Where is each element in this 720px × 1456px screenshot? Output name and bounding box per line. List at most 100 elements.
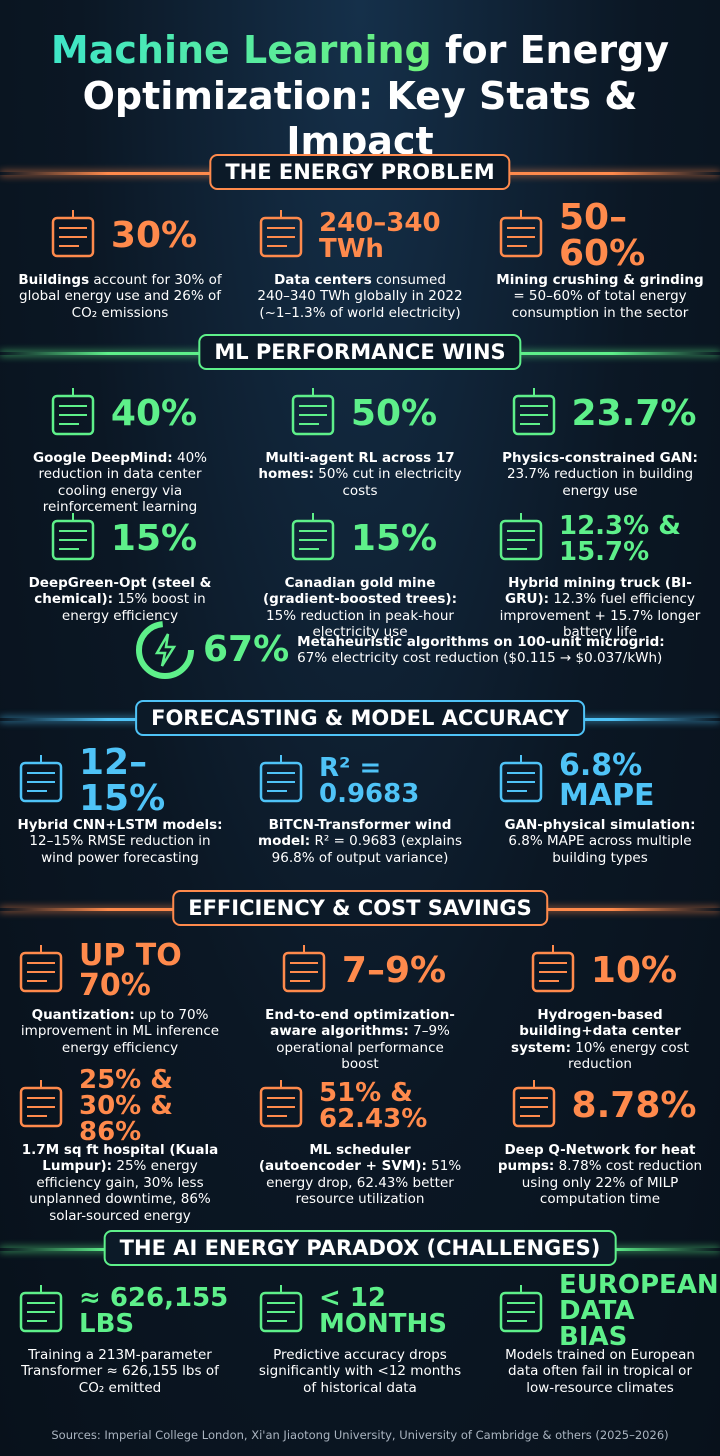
card-top: 6.8% MAPE xyxy=(480,745,720,817)
stat: ≈ 626,155 LBS xyxy=(79,1283,229,1339)
stat-card: 40% Google DeepMind: 40% reduction in dat… xyxy=(0,378,240,516)
stat-card: 15% Canadian gold mine (gradient-boosted … xyxy=(240,503,480,641)
card-top: 30% xyxy=(0,200,240,272)
stat: 7–9% xyxy=(341,950,447,991)
stat-card: 12–15% Hybrid CNN+LSTM models: 12–15% RMS… xyxy=(0,745,240,866)
card-top: 15% xyxy=(0,503,240,575)
icon xyxy=(259,1285,303,1333)
stat: 50% xyxy=(350,393,438,434)
card-top: 50–60% xyxy=(480,200,720,272)
description-bold: Hybrid mining truck (BI-GRU): xyxy=(505,575,692,608)
icon xyxy=(282,945,326,993)
card-top: ≈ 626,155 LBS xyxy=(0,1275,240,1347)
description-bold: Mining crushing & grinding xyxy=(496,272,704,288)
stat-card: EUROPEAN DATA BIAS Models trained on Eur… xyxy=(480,1270,720,1396)
description-text: account for 30% of global energy use and… xyxy=(19,272,222,321)
icon xyxy=(136,621,194,679)
description-text: 25% energy efficiency gain, 30% less unp… xyxy=(29,1158,211,1224)
description-text: 51% energy drop, 62.43% better resource … xyxy=(266,1158,462,1208)
stat-card: 6.8% MAPE GAN-physical simulation: 6.8% M… xyxy=(480,745,720,866)
icon xyxy=(259,210,303,258)
stat: 8.78% xyxy=(571,1085,697,1126)
stat-card: R² = 0.9683 BiTCN-Transformer wind model:… xyxy=(240,745,480,866)
icon xyxy=(259,755,303,803)
description: Deep Q-Network for heat pumps: 8.78% cos… xyxy=(480,1142,720,1208)
description-text: up to 70% improvement in ML inference en… xyxy=(20,1007,220,1056)
description: 1.7M sq ft hospital (Kuala Lumpur): 25% … xyxy=(0,1142,240,1224)
description: Hybrid mining truck (BI-GRU): 12.3% fuel… xyxy=(480,575,720,641)
stat-card: 51% & 62.43% ML scheduler (autoencoder + … xyxy=(240,1070,480,1208)
description: ML scheduler (autoencoder + SVM): 51% en… xyxy=(240,1142,480,1208)
description-bold: Physics-constrained GAN: xyxy=(502,450,698,466)
description: Google DeepMind: 40% reduction in data c… xyxy=(0,450,240,516)
description-bold: 1.7M sq ft hospital (Kuala Lumpur): xyxy=(21,1142,219,1175)
stat: 15% xyxy=(350,518,438,559)
description-bold: BiTCN-Transformer wind model: xyxy=(258,817,452,850)
card-top: 12.3% & 15.7% xyxy=(480,503,720,575)
icon xyxy=(499,513,543,561)
description-text: R² = 0.9683 (explains 96.8% of output va… xyxy=(271,833,462,866)
description: Buildings account for 30% of global ener… xyxy=(0,272,240,321)
description: DeepGreen-Opt (steel & chemical): 15% bo… xyxy=(0,575,240,624)
description: Quantization: up to 70% improvement in M… xyxy=(0,1007,240,1056)
card-top: 23.7% xyxy=(480,378,720,450)
icon xyxy=(19,755,63,803)
stat: 15% xyxy=(110,518,198,559)
card-top: UP TO 70% xyxy=(0,935,240,1007)
stat-card: 240–340 TWh Data centers consumed 240–340… xyxy=(240,200,480,321)
icon xyxy=(51,513,95,561)
description: Data centers consumed 240–340 TWh global… xyxy=(240,272,480,321)
card-top: 15% xyxy=(240,503,480,575)
description-bold: Google DeepMind: xyxy=(32,450,173,466)
description-bold: Metaheuristic algorithms on 100-unit mic… xyxy=(297,633,665,650)
sources: Sources: Imperial College London, Xi'an … xyxy=(51,1428,669,1442)
icon xyxy=(259,1080,303,1128)
stat: UP TO 70% xyxy=(79,938,182,1003)
description-text: 67% electricity cost reduction ($0.115 →… xyxy=(297,650,663,666)
stat-card: 15% DeepGreen-Opt (steel & chemical): 15%… xyxy=(0,503,240,624)
card-top: R² = 0.9683 xyxy=(240,745,480,817)
icon xyxy=(512,1080,555,1128)
section-heading: THE ENERGY PROBLEM xyxy=(209,154,511,190)
stat: 25% & 30% & 86% xyxy=(79,1065,173,1147)
description-bold: Hydrogen-based building+data center syst… xyxy=(511,1007,681,1056)
card-top: 51% & 62.43% xyxy=(240,1070,480,1142)
description-bold: GAN-physical simulation: xyxy=(504,817,696,833)
stat: 12–15% xyxy=(79,742,166,819)
description-bold: Hybrid CNN+LSTM models: xyxy=(17,817,223,833)
icon xyxy=(19,1080,63,1128)
description: Predictive accuracy drops significantly … xyxy=(240,1347,480,1396)
card-top: 12–15% xyxy=(0,745,240,817)
stat: 6.8% MAPE xyxy=(559,748,655,813)
card-top: 8.78% xyxy=(480,1070,720,1142)
stat: 10% xyxy=(590,950,678,991)
card-top: EUROPEAN DATA BIAS xyxy=(480,1270,720,1352)
stat: R² = 0.9683 xyxy=(319,753,420,809)
icon xyxy=(499,1285,543,1333)
stat: 40% xyxy=(110,393,198,434)
description-text: 10% energy cost reduction xyxy=(568,1039,689,1073)
description-text: consumed 240–340 TWh globally in 2022 (~… xyxy=(257,272,463,321)
stat: EUROPEAN DATA BIAS xyxy=(559,1270,719,1352)
stat-card: ≈ 626,155 LBS Training a 213M-parameter … xyxy=(0,1275,240,1396)
card-top: 50% xyxy=(240,378,480,450)
icon xyxy=(499,755,543,803)
stat: < 12 MONTHS xyxy=(319,1283,447,1339)
description: Training a 213M-parameter Transformer ≈ … xyxy=(0,1347,240,1396)
stat-card: 50–60% Mining crushing & grinding = 50–60… xyxy=(480,200,720,321)
icon xyxy=(291,513,335,561)
card-top: 10% xyxy=(480,935,720,1007)
section-heading: FORECASTING & MODEL ACCURACY xyxy=(135,700,585,736)
description-text: Predictive accuracy drops significantly … xyxy=(258,1347,462,1396)
stat-card: UP TO 70% Quantization: up to 70% improve… xyxy=(0,935,240,1056)
stat-card: 10% Hydrogen-based building+data center s… xyxy=(480,935,720,1073)
description-bold: DeepGreen-Opt (steel & chemical): xyxy=(28,575,212,608)
icon xyxy=(531,945,575,993)
description-text: Models trained on European data often fa… xyxy=(505,1347,695,1396)
description-text: 7–9% operational performance boost xyxy=(276,1023,450,1073)
description-bold: Multi-agent RL across 17 homes: xyxy=(258,450,455,483)
description: End-to-end optimization-aware algorithms… xyxy=(240,1007,480,1073)
stat: 30% xyxy=(110,215,198,256)
icon xyxy=(499,210,543,258)
description-bold: Quantization: xyxy=(31,1007,135,1023)
